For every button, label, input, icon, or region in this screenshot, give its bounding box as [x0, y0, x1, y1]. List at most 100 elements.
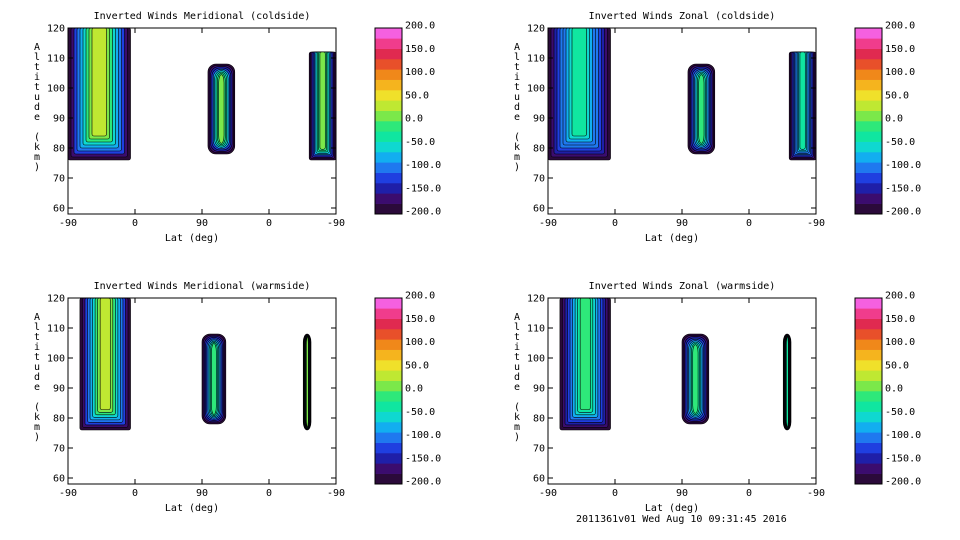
colorbar-swatch — [375, 411, 402, 423]
colorbar-swatch — [375, 69, 402, 80]
x-axis-label: Lat (deg) — [165, 503, 219, 514]
colorbar-swatch — [375, 48, 402, 60]
colorbar-label: -150.0 — [405, 183, 441, 194]
contour-band — [306, 336, 309, 428]
colorbar-swatch — [375, 329, 402, 340]
panel-meridional-coldside: Inverted Winds Meridional (coldside) -90 0… — [0, 0, 480, 270]
colorbar-swatch — [375, 121, 402, 132]
colorbar-label: 150.0 — [405, 314, 435, 325]
y-tick-label: 70 — [53, 174, 65, 185]
colorbar-swatch — [855, 422, 882, 433]
contour-band — [579, 297, 591, 411]
y-tick-label: 120 — [47, 24, 65, 35]
chart-title: Inverted Winds Zonal (warmside) — [589, 281, 776, 292]
y-tick-label: 90 — [53, 114, 65, 125]
colorbar-swatch — [375, 59, 402, 70]
x-tick-label: 90 — [676, 218, 688, 229]
y-tick-label: 110 — [527, 54, 545, 65]
data-region-0 — [547, 27, 611, 161]
colorbar-label: -100.0 — [885, 430, 921, 441]
colorbar-label: 200.0 — [885, 21, 915, 32]
y-tick-label: 120 — [527, 24, 545, 35]
x-tick-label: 0 — [746, 488, 752, 499]
colorbar-frame — [374, 297, 403, 485]
colorbar-swatch — [375, 318, 402, 330]
colorbar-label: -100.0 — [405, 430, 441, 441]
colorbar-label: -100.0 — [885, 160, 921, 171]
colorbar-label: 50.0 — [405, 90, 429, 101]
colorbar-label: 150.0 — [405, 44, 435, 55]
chart-title: Inverted Winds Meridional (warmside) — [94, 281, 311, 292]
colorbar-swatch — [855, 121, 882, 132]
colorbar-swatch — [375, 152, 402, 163]
chart-title: Inverted Winds Zonal (coldside) — [589, 11, 776, 22]
colorbar-swatch — [855, 100, 882, 111]
panel-meridional-warmside: Inverted Winds Meridional (warmside) -90 0… — [0, 270, 480, 540]
colorbar-swatch — [855, 172, 882, 184]
contour-band — [786, 336, 789, 428]
colorbar-swatch — [375, 79, 402, 91]
chart-svg: Inverted Winds Meridional (warmside) -90 0… — [34, 281, 441, 514]
x-axis-label: Lat (deg) — [645, 233, 699, 244]
chart-svg: Inverted Winds Zonal (warmside) -90 0 90 0 -9… — [514, 281, 921, 514]
chart-title: Inverted Winds Meridional (coldside) — [94, 11, 311, 22]
x-tick-label: -90 — [59, 488, 77, 499]
y-tick-label: 100 — [527, 354, 545, 365]
x-tick-label: -90 — [539, 218, 557, 229]
colorbar-frame — [374, 27, 403, 215]
colorbar-swatch — [855, 318, 882, 330]
colorbar-swatch — [375, 183, 402, 194]
y-tick-label: 110 — [527, 324, 545, 335]
x-tick-label: -90 — [539, 488, 557, 499]
x-tick-label: 0 — [266, 218, 272, 229]
colorbar: 200.0 150.0 100.0 50.0 0.0 -50.0 -100.0 -150.0 -… — [374, 21, 441, 218]
colorbar-label: -150.0 — [885, 453, 921, 464]
colorbar-label: -50.0 — [405, 137, 435, 148]
colorbar-swatch — [855, 141, 882, 153]
colorbar-label: -50.0 — [885, 407, 915, 418]
y-tick-label: 90 — [533, 384, 545, 395]
colorbar-label: 100.0 — [885, 67, 915, 78]
y-tick-label: 80 — [53, 414, 65, 425]
contour-band — [91, 27, 107, 137]
colorbar-label: -200.0 — [885, 207, 921, 218]
colorbar-swatch — [855, 442, 882, 454]
colorbar-swatch — [375, 442, 402, 454]
chart-svg: Inverted Winds Zonal (coldside) -90 0 90 0 -9… — [514, 11, 921, 244]
panel-zonal-coldside: Inverted Winds Zonal (coldside) -90 0 90 0 -9… — [480, 0, 960, 270]
colorbar-label: 200.0 — [885, 291, 915, 302]
colorbar-label: 150.0 — [885, 44, 915, 55]
colorbar-swatch — [375, 380, 402, 392]
colorbar-swatch — [375, 100, 402, 111]
y-tick-label: 120 — [47, 294, 65, 305]
colorbar: 200.0 150.0 100.0 50.0 0.0 -50.0 -100.0 -150.0 -… — [854, 21, 921, 218]
colorbar-swatch — [855, 131, 882, 142]
colorbar-label: -150.0 — [405, 453, 441, 464]
colorbar-swatch — [855, 162, 882, 173]
colorbar-label: 150.0 — [885, 314, 915, 325]
x-tick-label: 0 — [746, 218, 752, 229]
colorbar-swatch — [855, 90, 882, 101]
y-tick-label: 60 — [53, 474, 65, 485]
colorbar-label: 100.0 — [405, 67, 435, 78]
colorbar-label: 200.0 — [405, 21, 435, 32]
colorbar-swatch — [375, 401, 402, 412]
data-region-2 — [782, 333, 792, 431]
x-tick-label: 0 — [612, 218, 618, 229]
colorbar-swatch — [855, 349, 882, 361]
x-tick-label: 0 — [132, 488, 138, 499]
y-tick-label: 70 — [533, 444, 545, 455]
colorbar-swatch — [855, 380, 882, 392]
x-axis-label: Lat (deg) — [165, 233, 219, 244]
colorbar-swatch — [855, 370, 882, 381]
colorbar-label: 50.0 — [885, 360, 909, 371]
x-tick-label: 0 — [132, 218, 138, 229]
colorbar-label: 200.0 — [405, 291, 435, 302]
colorbar-label: -200.0 — [405, 477, 441, 488]
x-tick-label: 90 — [196, 488, 208, 499]
colorbar-swatch — [855, 432, 882, 443]
data-region-1 — [687, 63, 716, 155]
contour-band — [99, 297, 111, 411]
x-tick-label: -90 — [807, 488, 825, 499]
